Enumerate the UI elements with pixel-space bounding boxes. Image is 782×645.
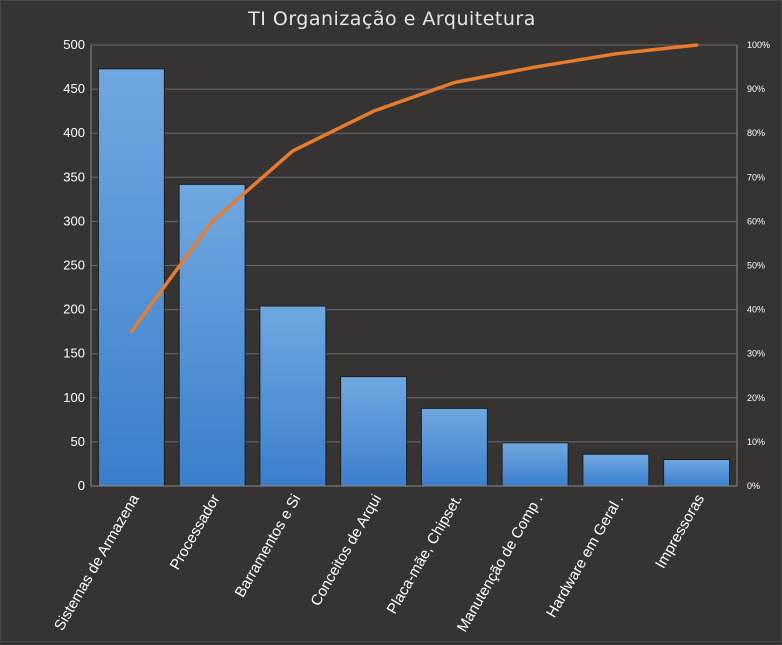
bar (501, 442, 569, 487)
bar (178, 183, 246, 487)
x-tick-label: Processador (167, 492, 224, 573)
line-point (372, 109, 376, 113)
bar (340, 376, 408, 487)
x-tick-label: Barramentos e Si (232, 492, 305, 601)
y-tick-label: 150 (63, 346, 85, 361)
line-point (695, 43, 699, 47)
line-point (291, 149, 295, 153)
y2-tick-label: 100% (747, 40, 770, 50)
x-tick-label: Conceitos de Arqui (307, 492, 385, 610)
bar (259, 305, 327, 487)
y2-tick-label: 20% (747, 393, 765, 403)
y-tick-label: 50 (71, 434, 85, 449)
y-tick-label: 250 (63, 258, 85, 273)
x-tick-label: Hardware em Geral . (543, 492, 627, 621)
y2-tick-label: 70% (747, 172, 765, 182)
bar (582, 453, 650, 487)
y-tick-label: 300 (63, 213, 85, 228)
y-tick-label: 0 (78, 478, 85, 493)
line-point (452, 80, 456, 84)
bar (97, 68, 165, 487)
y2-tick-label: 30% (747, 349, 765, 359)
y-tick-label: 350 (63, 169, 85, 184)
line-point (533, 65, 537, 69)
bars (97, 68, 731, 487)
bar (663, 459, 731, 487)
line-point (614, 52, 618, 56)
x-tick-label: Sistemas de Armazena (51, 491, 143, 634)
y-tick-label: 500 (63, 37, 85, 52)
y2-tick-label: 60% (747, 216, 765, 226)
y-tick-label: 450 (63, 81, 85, 96)
x-tick-label: Impressoras (652, 492, 708, 572)
bar (420, 407, 488, 487)
y-tick-label: 400 (63, 125, 85, 140)
chart-title: TI Organização e Arquitetura (248, 8, 536, 30)
x-tick-label: Placa-mãe, Chipset. (384, 492, 466, 617)
y2-tick-label: 90% (747, 84, 765, 94)
y2-tick-label: 40% (747, 305, 765, 315)
line-point (210, 219, 214, 223)
y2-tick-label: 10% (747, 437, 765, 447)
line-point (129, 330, 133, 334)
y2-tick-label: 0% (747, 481, 760, 491)
y-tick-label: 200 (63, 302, 85, 317)
y2-tick-label: 80% (747, 128, 765, 138)
y2-tick-label: 50% (747, 261, 765, 271)
cumulative-line-path (129, 43, 699, 334)
x-tick-label: Manutenção de Comp . (454, 492, 547, 636)
cumulative-line (129, 43, 699, 334)
y-tick-label: 100 (63, 390, 85, 405)
